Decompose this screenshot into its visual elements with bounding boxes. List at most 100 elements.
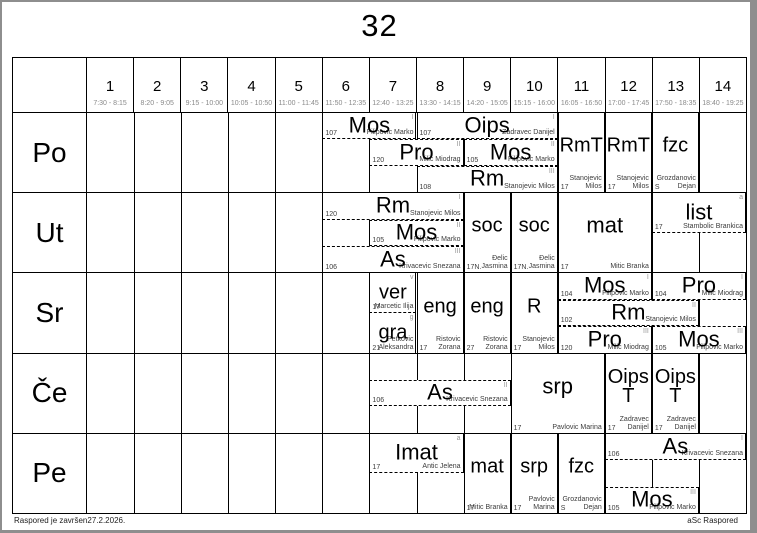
lesson-cell[interactable]: S Grozdanovic Dejan fzc [557, 433, 605, 514]
column-header-1: 1 7:30 - 8:15 [87, 58, 135, 112]
col-time-range: 9:15 - 10:00 [185, 100, 224, 107]
lesson-cell[interactable]: 17 Pavlovic Marina srp [510, 353, 605, 433]
lesson-subject: eng [470, 295, 504, 318]
lesson-cell[interactable]: 17 Pavlovic Marina srp [510, 433, 558, 514]
lesson-subject: Mos [583, 272, 626, 298]
lesson-cell[interactable]: S Grozdanovic Dejan fzc [651, 113, 699, 193]
lesson-room: 17 [654, 223, 663, 231]
col-number: 4 [247, 78, 256, 95]
lesson-cell[interactable]: 17 Stanojevic Milos RmT [557, 113, 605, 193]
grid-line [322, 113, 324, 193]
grid-line [275, 353, 277, 433]
grid-line [275, 433, 277, 514]
lesson-group-marker: a [456, 434, 461, 442]
lesson-subject: soc [471, 214, 503, 237]
lesson-subject: R [526, 295, 542, 318]
lesson-cell[interactable]: 17 Zadravec Danijel Oips T [604, 353, 652, 433]
lesson-cell[interactable]: 17N. Đelic Jasmina soc [510, 193, 558, 273]
lesson-cell[interactable]: II 106 Krivacevic Snezana As [369, 379, 511, 407]
col-number: 10 [525, 78, 543, 95]
lesson-cell[interactable]: I 107 Filipovic Marko Mos [322, 113, 417, 140]
lesson-teacher: Milic Miodrag [701, 289, 743, 297]
lesson-teacher: Zadravec Danijel [502, 129, 555, 137]
lesson-subject: As [427, 379, 453, 405]
lesson-cell[interactable]: 17 Ristovic Zorana eng [416, 273, 464, 353]
lesson-cell[interactable]: 17 Mitic Branka mat [463, 433, 511, 514]
column-header-4: 4 10:05 - 10:50 [228, 58, 276, 112]
lesson-cell[interactable]: 27 Ristovic Zorana eng [463, 273, 511, 353]
lesson-cell[interactable]: II 102 Stanojevic Milos Rm [557, 299, 699, 327]
lesson-cell[interactable]: 17 Stanojevic Milos R [510, 273, 558, 353]
lesson-teacher: Krivacevic Snezana [446, 396, 508, 404]
lesson-teacher: Pavlovic Marina [528, 495, 555, 511]
day-label: Ut [13, 193, 87, 273]
lesson-teacher: Pavlovic Marina [552, 423, 602, 431]
lesson-teacher: Krivacevic Snezana [399, 263, 461, 271]
lesson-teacher: Zadravec Danijel [666, 415, 696, 431]
col-number: 9 [483, 78, 492, 95]
lesson-group-marker: II [503, 382, 508, 390]
lesson-group-marker: III [643, 328, 649, 336]
grid-line [698, 273, 700, 353]
lesson-group-marker: I [411, 114, 414, 121]
lesson-cell[interactable]: III 106 Krivacevic Snezana As [322, 245, 464, 273]
lesson-cell[interactable]: II 120 Milic Miodrag Pro [369, 139, 464, 166]
lesson-cell[interactable]: a 17 Stambolic Brankica list [651, 193, 746, 233]
lesson-cell[interactable]: 17 Zadravec Danijel Oips T [651, 353, 699, 433]
lesson-teacher: Mitic Branka [469, 503, 508, 511]
lesson-cell[interactable]: I 106 Krivacevic Snezana As [604, 433, 746, 461]
lesson-subject: fzc [568, 455, 595, 478]
day-lessons-canvas: I 120 Stanojevic Milos Rm II 105 Filipovic Mar… [87, 193, 746, 273]
col-time-range: 11:50 - 12:35 [325, 100, 367, 107]
lesson-cell[interactable]: 17 Stanojevic Milos RmT [604, 113, 652, 193]
lesson-cell[interactable]: III 108 Stanojevic Milos Rm [416, 165, 558, 193]
lesson-room: 17 [466, 505, 475, 513]
lesson-subject: list [685, 199, 713, 225]
lesson-subject: Pro [587, 326, 622, 352]
column-header-11: 11 16:05 - 16:50 [558, 58, 606, 112]
lesson-cell[interactable]: 17N. Đelic Jasmina soc [463, 193, 511, 273]
col-number: 1 [105, 78, 115, 95]
grid-line [275, 113, 277, 193]
col-number: 3 [200, 78, 209, 95]
lesson-cell[interactable]: III 105 Filipovic Marko Mos [651, 326, 746, 353]
lesson-cell[interactable]: a 17 Antic Jelena Imat [369, 433, 464, 474]
lesson-room: 17 [607, 424, 616, 432]
lesson-cell[interactable]: v 17 Marcetic Ilija ver [369, 273, 417, 313]
grid-line [698, 353, 700, 433]
lesson-subject: Mos [395, 219, 438, 245]
grid-line [322, 433, 324, 514]
lesson-teacher: Krivacevic Snezana [681, 450, 743, 458]
grid-line [322, 353, 324, 433]
grid-line [651, 193, 653, 273]
lesson-teacher: Stanojevic Milos [645, 316, 696, 324]
column-header-5: 5 11:00 - 11:45 [276, 58, 323, 112]
lesson-room: 17 [560, 184, 569, 192]
lesson-cell[interactable]: II 105 Filipovic Marko Mos [369, 219, 464, 246]
col-time-range: 16:05 - 16:50 [560, 100, 603, 107]
col-time-range: 17:00 - 17:45 [607, 100, 650, 107]
lesson-subject: Oips T [607, 365, 649, 407]
lesson-teacher: Stanojevic Milos [409, 209, 461, 217]
col-time-range: 14:20 - 15:05 [466, 100, 508, 107]
lesson-teacher: Filipovic Marko [649, 503, 696, 511]
lesson-cell[interactable]: III 120 Milic Miodrag Pro [557, 326, 652, 353]
day-label: Sr [13, 273, 87, 353]
lesson-cell[interactable]: I 120 Stanojevic Milos Rm [322, 193, 464, 220]
lesson-cell[interactable]: II 105 Filipovic Marko Mos [463, 139, 558, 166]
lesson-cell[interactable]: I 104 Milic Miodrag Pro [651, 273, 746, 300]
lesson-teacher: Milic Miodrag [419, 155, 461, 163]
day-lessons-canvas: I 107 Filipovic Marko Mos I 107 Zadravec Danij… [87, 113, 746, 193]
lesson-cell[interactable]: 17 Mitic Branka mat [557, 193, 652, 273]
lesson-subject: Rm [469, 166, 505, 192]
day-lessons-canvas: a 17 Antic Jelena Imat 17 Mitic Branka mat 17 Pa… [87, 433, 746, 514]
lesson-cell[interactable]: I 104 Filipovic Marko Mos [557, 272, 652, 300]
column-header-7: 7 12:40 - 13:25 [370, 58, 417, 112]
lesson-cell[interactable]: III 105 Filipovic Marko Mos [604, 486, 699, 513]
lesson-group-marker: I [741, 274, 743, 282]
column-header-14: 14 18:40 - 19:25 [700, 58, 746, 112]
lesson-cell[interactable]: g 21 Petkovic Aleksandra gra [369, 313, 417, 353]
lesson-cell[interactable]: I 107 Zadravec Danijel Oips [416, 113, 558, 140]
lesson-room: 102 [560, 317, 573, 325]
